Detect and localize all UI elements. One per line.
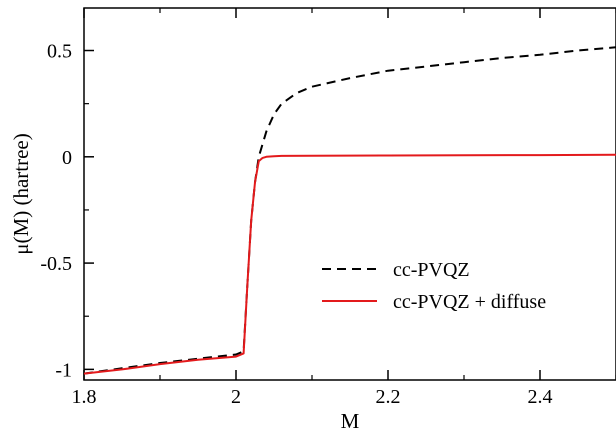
x-tick-label: 2 bbox=[231, 386, 241, 408]
y-tick-label: -0.5 bbox=[40, 253, 72, 275]
y-tick-label: -1 bbox=[55, 359, 72, 381]
x-tick-label: 2.2 bbox=[376, 386, 401, 408]
plot-frame bbox=[83, 7, 616, 381]
x-tick-label: 1.8 bbox=[72, 386, 97, 408]
series-line-cc-pvqz-diffuse bbox=[84, 153, 616, 375]
series-layer bbox=[84, 46, 616, 375]
x-tick-label: 2.4 bbox=[528, 386, 553, 408]
x-axis-title: M bbox=[341, 409, 360, 431]
y-tick-label: 0.5 bbox=[47, 41, 72, 63]
y-axis-title: μ(M) (hartree) bbox=[9, 133, 33, 254]
legend-label-cc-pvqz: cc-PVQZ bbox=[393, 259, 470, 281]
series-line-cc-pvqz bbox=[84, 46, 616, 375]
legend-label-cc-pvqz-diffuse: cc-PVQZ + diffuse bbox=[393, 291, 546, 313]
y-tick-label: 0 bbox=[62, 147, 72, 169]
axis-ticks: 1.8 2 2.2 2.4 -1 -0.5 0 0.5 bbox=[40, 8, 616, 408]
legend: cc-PVQZ cc-PVQZ + diffuse bbox=[322, 259, 546, 313]
